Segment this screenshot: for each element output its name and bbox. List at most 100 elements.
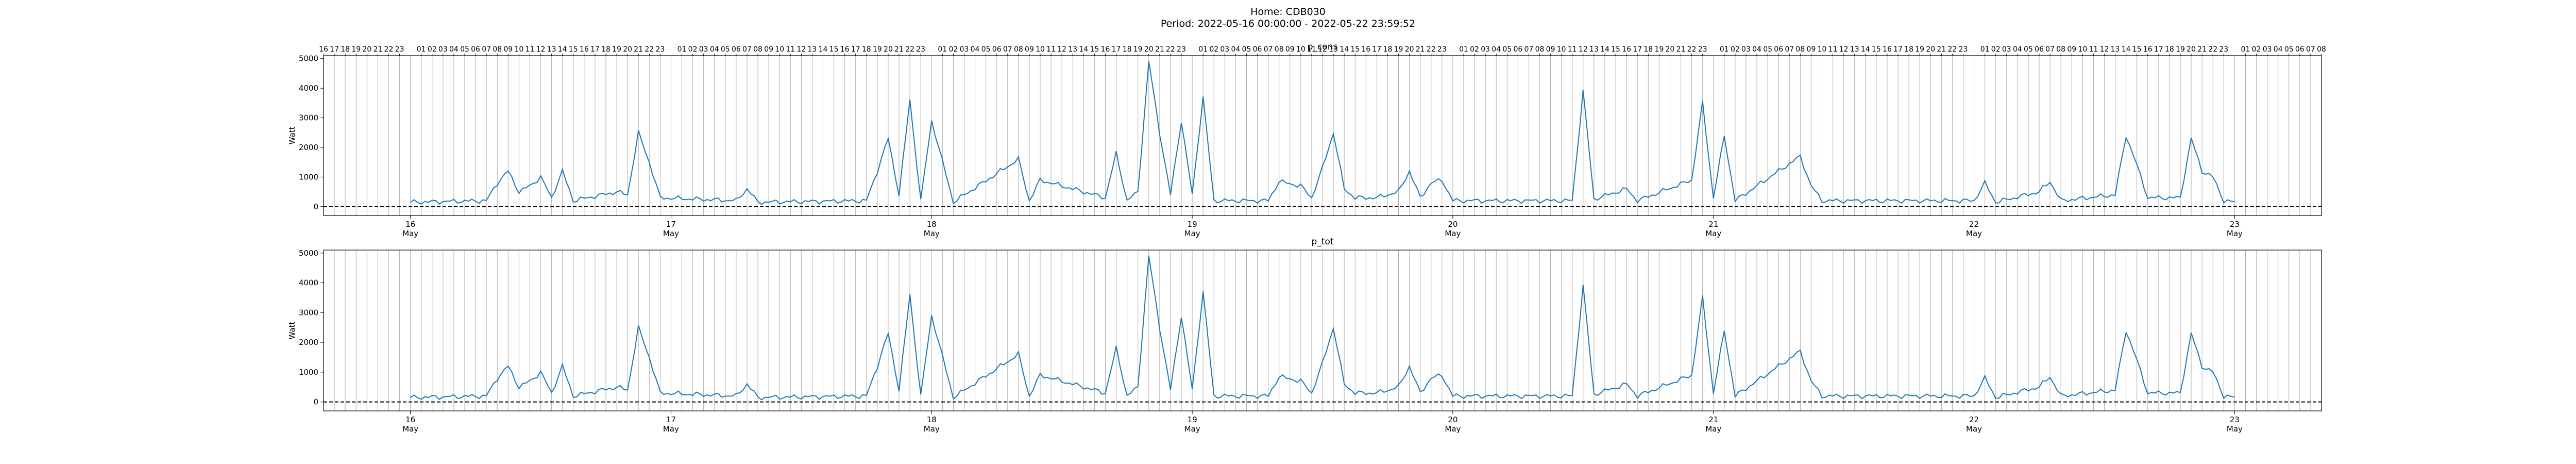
hour-tick-label: 22 [1947, 45, 1957, 54]
hour-tick-label: 17 [1893, 45, 1903, 54]
hour-tick-label: 23 [916, 45, 925, 54]
hour-tick-label: 07 [2045, 45, 2055, 54]
hour-tick-label: 12 [2100, 45, 2109, 54]
date-tick-day: 18 [927, 415, 937, 424]
hour-tick-label: 08 [1275, 45, 1284, 54]
series-line [410, 255, 2235, 401]
hour-tick-label: 08 [2056, 45, 2065, 54]
hour-tick-label: 03 [1741, 45, 1751, 54]
hour-tick-label: 11 [1568, 45, 1577, 54]
hour-tick-label: 07 [1785, 45, 1794, 54]
hour-tick-label: 07 [2306, 45, 2315, 54]
hour-tick-label: 23 [1959, 45, 1968, 54]
y-tick-label: 5000 [299, 248, 318, 258]
hour-tick-label: 13 [1329, 45, 1338, 54]
hour-tick-label: 11 [2089, 45, 2098, 54]
hour-tick-label: 06 [1774, 45, 1783, 54]
date-tick-day: 16 [405, 415, 415, 424]
hour-tick-label: 13 [1068, 45, 1077, 54]
hour-tick-label: 14 [1600, 45, 1609, 54]
hour-tick-label: 14 [819, 45, 828, 54]
hour-tick-label: 20 [1666, 45, 1675, 54]
hour-tick-label: 03 [1481, 45, 1490, 54]
date-tick-month: May [1184, 424, 1200, 434]
date-tick-month: May [1705, 424, 1721, 434]
hour-tick-label: 19 [351, 45, 361, 54]
hour-tick-label: 10 [775, 45, 784, 54]
hour-tick-label: 13 [2111, 45, 2120, 54]
hour-tick-label: 12 [1057, 45, 1066, 54]
hour-tick-label: 04 [2013, 45, 2022, 54]
date-tick-day: 21 [1708, 415, 1718, 424]
hour-tick-label: 03 [699, 45, 708, 54]
date-tick-day: 17 [666, 220, 676, 229]
hour-tick-label: 23 [1698, 45, 1707, 54]
hour-tick-label: 19 [1915, 45, 1924, 54]
hour-tick-label: 02 [948, 45, 958, 54]
hour-tick-label: 21 [1155, 45, 1164, 54]
y-tick-label: 3000 [299, 308, 318, 317]
hour-tick-label: 15 [1350, 45, 1360, 54]
hour-tick-label: 10 [1818, 45, 1827, 54]
hour-tick-label: 19 [2176, 45, 2185, 54]
chart-panel-2: 010002000300040005000Wattp_tot16May17May… [287, 237, 2322, 434]
hour-tick-label: 05 [2024, 45, 2033, 54]
date-tick-day: 22 [1969, 220, 1979, 229]
hour-tick-label: 02 [1209, 45, 1218, 54]
hour-tick-label: 01 [417, 45, 426, 54]
hour-tick-label: 22 [1427, 45, 1436, 54]
hour-tick-label: 15 [1872, 45, 1881, 54]
hour-tick-label: 02 [1470, 45, 1479, 54]
hour-tick-label: 17 [851, 45, 860, 54]
hour-tick-label: 03 [1220, 45, 1229, 54]
hour-tick-label: 20 [1144, 45, 1154, 54]
hour-tick-label: 21 [373, 45, 382, 54]
hour-tick-label: 20 [2187, 45, 2196, 54]
hour-tick-label: 19 [1394, 45, 1403, 54]
date-tick-day: 22 [1969, 415, 1979, 424]
date-tick-month: May [1184, 229, 1200, 238]
hour-tick-label: 04 [449, 45, 459, 54]
hour-tick-label: 04 [1231, 45, 1240, 54]
hour-tick-label: 02 [1731, 45, 1740, 54]
hour-tick-label: 16 [2143, 45, 2153, 54]
hour-tick-label: 03 [960, 45, 969, 54]
y-axis-label: Watt [287, 126, 297, 144]
hour-tick-label: 18 [1123, 45, 1132, 54]
hour-tick-label: 18 [862, 45, 871, 54]
y-tick-label: 0 [313, 202, 318, 211]
hour-tick-label: 05 [981, 45, 991, 54]
hour-tick-label: 01 [1720, 45, 1729, 54]
hour-tick-label: 21 [894, 45, 904, 54]
figure-title-period: Period: 2022-05-16 00:00:00 - 2022-05-22… [1160, 18, 1416, 29]
hour-tick-label: 01 [1459, 45, 1468, 54]
hour-tick-label: 04 [1752, 45, 1761, 54]
y-tick-label: 4000 [299, 278, 318, 288]
hour-tick-label: 02 [428, 45, 437, 54]
hour-tick-label: 23 [1177, 45, 1186, 54]
hour-tick-label: 07 [1524, 45, 1534, 54]
hour-tick-label: 05 [1763, 45, 1772, 54]
series-line [410, 61, 2235, 205]
figure-title: Home: CDB030 Period: 2022-05-16 00:00:00… [0, 6, 2576, 30]
hour-tick-label: 11 [1828, 45, 1838, 54]
hour-tick-label: 18 [1643, 45, 1653, 54]
hour-tick-label: 13 [808, 45, 817, 54]
hour-tick-label: 01 [2241, 45, 2250, 54]
y-tick-label: 1000 [299, 172, 318, 181]
y-tick-label: 2000 [299, 143, 318, 152]
hour-tick-label: 13 [1589, 45, 1599, 54]
hour-tick-label: 01 [1198, 45, 1208, 54]
hour-tick-label: 15 [569, 45, 578, 54]
date-tick-day: 21 [1708, 220, 1718, 229]
hour-tick-label: 08 [1014, 45, 1023, 54]
date-tick-day: 23 [2230, 220, 2240, 229]
hour-tick-label: 20 [884, 45, 893, 54]
hour-tick-label: 06 [992, 45, 1002, 54]
hour-tick-label: 11 [786, 45, 795, 54]
y-tick-label: 1000 [299, 368, 318, 377]
hour-tick-label: 23 [1437, 45, 1447, 54]
date-tick-day: 19 [1188, 220, 1197, 229]
date-tick-day: 18 [927, 220, 937, 229]
hour-tick-label: 07 [482, 45, 491, 54]
